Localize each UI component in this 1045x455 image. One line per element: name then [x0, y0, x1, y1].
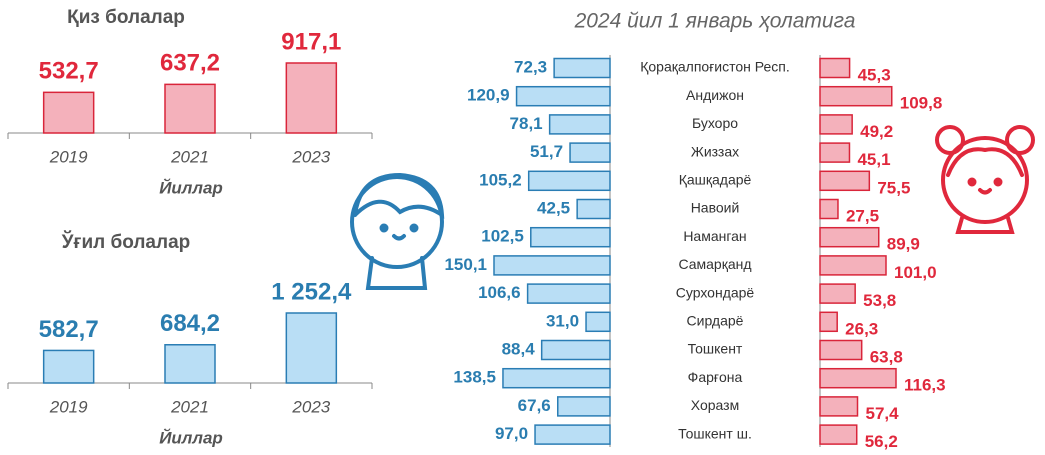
value-label: 75,5 [877, 178, 910, 197]
value-label: 116,3 [904, 376, 946, 395]
value-label: 88,4 [502, 339, 536, 358]
category-label: Наманган [683, 228, 746, 244]
bar [286, 313, 336, 383]
bar [531, 228, 610, 247]
bar [820, 341, 862, 360]
bar [528, 284, 610, 303]
category-label: Хоразм [691, 397, 739, 413]
bar [286, 63, 336, 133]
value-label: 49,2 [860, 122, 893, 141]
bar [165, 84, 215, 133]
girl-icon [937, 127, 1033, 232]
bar [558, 397, 610, 416]
bar [820, 59, 850, 78]
category-label: Тошкент [688, 341, 743, 357]
value-label: 637,2 [160, 50, 220, 77]
bar [820, 87, 892, 106]
category-label: Тошкент ш. [678, 425, 752, 441]
value-label: 105,2 [479, 170, 522, 189]
value-label: 150,1 [444, 255, 487, 274]
value-label: 27,5 [846, 206, 879, 225]
x-tick-label: 2023 [291, 397, 330, 416]
value-label: 57,4 [866, 404, 900, 423]
category-label: Қорақалпоғистон Респ. [640, 59, 790, 75]
category-label: Сирдарё [687, 313, 744, 329]
x-tick-label: 2019 [49, 397, 88, 416]
bar [44, 92, 94, 133]
bar [494, 256, 610, 275]
bar [820, 200, 838, 219]
value-label: 106,6 [478, 283, 521, 302]
x-tick-label: 2019 [49, 147, 88, 166]
bar [820, 256, 886, 275]
chart-title: Ўғил болалар [61, 231, 191, 253]
bar [820, 369, 896, 388]
bar [554, 59, 610, 78]
category-label: Андижон [686, 87, 744, 103]
value-label: 45,3 [858, 65, 891, 84]
category-label: Сурхондарё [676, 284, 755, 300]
value-label: 89,9 [887, 235, 920, 254]
bar [820, 397, 858, 416]
value-label: 67,6 [518, 396, 551, 415]
bar [550, 115, 610, 134]
bar [820, 284, 855, 303]
value-label: 56,2 [865, 432, 898, 451]
bar [44, 350, 94, 383]
infographic: Қиз болалар 532,7 2019 637,2 2021 917,1 2023 Йи… [0, 0, 1045, 455]
category-label: Фарғона [688, 369, 743, 385]
value-label: 26,3 [845, 319, 878, 338]
bar [503, 369, 610, 388]
value-label: 51,7 [530, 142, 563, 161]
category-label: Қашқадарё [679, 172, 752, 188]
value-label: 53,8 [863, 291, 896, 310]
value-label: 532,7 [39, 58, 99, 85]
bar [820, 171, 869, 190]
value-label: 1 252,4 [271, 278, 352, 305]
x-axis-label: Йиллар [159, 177, 223, 197]
value-label: 102,5 [481, 227, 524, 246]
x-tick-label: 2023 [291, 147, 330, 166]
bar [577, 200, 610, 219]
value-label: 120,9 [467, 86, 510, 105]
bar [529, 171, 610, 190]
boy-icon [352, 175, 442, 288]
bar [586, 312, 610, 331]
value-label: 684,2 [160, 310, 220, 337]
bar [820, 425, 857, 444]
value-label: 42,5 [537, 198, 570, 217]
x-axis-label: Йиллар [159, 427, 223, 447]
chart-title: 2024 йил 1 январь ҳолатига [574, 10, 856, 33]
value-label: 138,5 [453, 368, 496, 387]
value-label: 31,0 [546, 311, 579, 330]
chart-title: Қиз болалар [67, 7, 185, 28]
value-label: 97,0 [495, 424, 528, 443]
bar [820, 312, 837, 331]
value-label: 582,7 [39, 316, 99, 343]
x-tick-label: 2021 [170, 147, 209, 166]
value-label: 109,8 [900, 94, 943, 113]
bar [165, 345, 215, 383]
bar [820, 228, 879, 247]
bar [820, 143, 849, 162]
value-label: 72,3 [514, 57, 547, 76]
x-tick-label: 2021 [170, 397, 209, 416]
bar [820, 115, 852, 134]
bar [517, 87, 610, 106]
value-label: 917,1 [281, 28, 341, 55]
bar [542, 341, 610, 360]
value-label: 101,0 [894, 263, 937, 282]
category-label: Бухоро [692, 115, 738, 131]
bar [535, 425, 610, 444]
category-label: Самарқанд [678, 256, 751, 272]
value-label: 63,8 [870, 347, 903, 366]
value-label: 45,1 [857, 150, 890, 169]
bar [570, 143, 610, 162]
value-label: 78,1 [510, 114, 543, 133]
category-label: Жиззах [691, 143, 739, 159]
category-label: Навоий [691, 200, 740, 216]
